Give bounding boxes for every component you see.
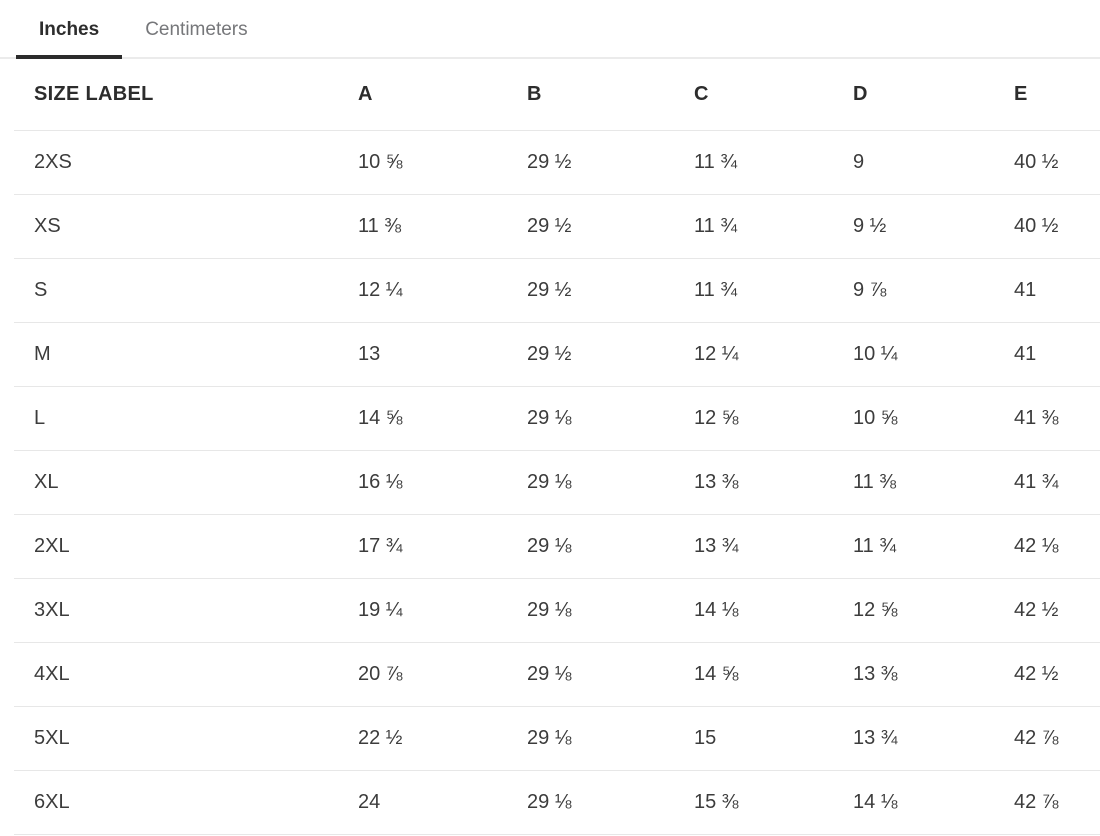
tab-centimeters[interactable]: Centimeters — [145, 18, 248, 40]
measurement-cell: 29 ½ — [527, 258, 694, 323]
measurement-cell: 10 ⅝ — [853, 386, 1014, 451]
table-row: 2XL 17 ¾ 29 ⅛ 13 ¾ 11 ¾ 42 ⅛ — [14, 514, 1100, 579]
measurement-cell: 42 ½ — [1014, 642, 1100, 707]
measurement-cell: 11 ⅜ — [853, 450, 1014, 515]
measurement-cell: 41 ¾ — [1014, 450, 1100, 515]
table-row: S 12 ¼ 29 ½ 11 ¾ 9 ⅞ 41 — [14, 258, 1100, 323]
measurement-cell: 11 ¾ — [694, 194, 853, 259]
measurement-cell: 42 ⅛ — [1014, 514, 1100, 579]
table-row: XS 11 ⅜ 29 ½ 11 ¾ 9 ½ 40 ½ — [14, 194, 1100, 259]
measurement-cell: 41 — [1014, 258, 1100, 323]
measurement-cell: 13 — [358, 322, 527, 387]
size-label-cell: XS — [14, 194, 358, 259]
header-col-e: E — [1014, 59, 1100, 131]
measurement-cell: 14 ⅝ — [358, 386, 527, 451]
table-row: L 14 ⅝ 29 ⅛ 12 ⅝ 10 ⅝ 41 ⅜ — [14, 386, 1100, 451]
measurement-cell: 29 ⅛ — [527, 642, 694, 707]
table-row: 5XL 22 ½ 29 ⅛ 15 13 ¾ 42 ⅞ — [14, 706, 1100, 771]
measurement-cell: 29 ½ — [527, 130, 694, 195]
measurement-cell: 12 ⅝ — [694, 386, 853, 451]
size-label-cell: 6XL — [14, 770, 358, 835]
measurement-cell: 29 ⅛ — [527, 514, 694, 579]
measurement-cell: 17 ¾ — [358, 514, 527, 579]
measurement-cell: 11 ¾ — [694, 130, 853, 195]
measurement-cell: 12 ⅝ — [853, 578, 1014, 643]
header-col-b: B — [527, 59, 694, 131]
size-label-cell: XL — [14, 450, 358, 515]
table-row: 4XL 20 ⅞ 29 ⅛ 14 ⅝ 13 ⅜ 42 ½ — [14, 642, 1100, 707]
size-label-cell: 4XL — [14, 642, 358, 707]
tab-inches[interactable]: Inches — [16, 0, 122, 59]
measurement-cell: 42 ⅞ — [1014, 770, 1100, 835]
measurement-cell: 16 ⅛ — [358, 450, 527, 515]
size-label-cell: M — [14, 322, 358, 387]
measurement-cell: 15 ⅜ — [694, 770, 853, 835]
measurement-cell: 41 ⅜ — [1014, 386, 1100, 451]
measurement-cell: 11 ⅜ — [358, 194, 527, 259]
measurement-cell: 29 ½ — [527, 322, 694, 387]
measurement-cell: 19 ¼ — [358, 578, 527, 643]
size-label-cell: 5XL — [14, 706, 358, 771]
measurement-cell: 14 ⅝ — [694, 642, 853, 707]
measurement-cell: 10 ⅝ — [358, 130, 527, 195]
header-size-label: SIZE LABEL — [14, 59, 358, 131]
measurement-cell: 13 ¾ — [694, 514, 853, 579]
size-label-cell: 2XS — [14, 130, 358, 195]
measurement-cell: 9 ⅞ — [853, 258, 1014, 323]
table-header-row: SIZE LABEL A B C D E — [14, 59, 1100, 131]
measurement-cell: 29 ⅛ — [527, 770, 694, 835]
measurement-cell: 14 ⅛ — [694, 578, 853, 643]
measurement-cell: 24 — [358, 770, 527, 835]
measurement-cell: 29 ⅛ — [527, 578, 694, 643]
measurement-cell: 14 ⅛ — [853, 770, 1014, 835]
table-row: XL 16 ⅛ 29 ⅛ 13 ⅜ 11 ⅜ 41 ¾ — [14, 450, 1100, 515]
measurement-cell: 29 ⅛ — [527, 450, 694, 515]
measurement-cell: 9 ½ — [853, 194, 1014, 259]
measurement-cell: 42 ⅞ — [1014, 706, 1100, 771]
size-label-cell: 2XL — [14, 514, 358, 579]
measurement-cell: 41 — [1014, 322, 1100, 387]
measurement-cell: 40 ½ — [1014, 194, 1100, 259]
table-row: 6XL 24 29 ⅛ 15 ⅜ 14 ⅛ 42 ⅞ — [14, 770, 1100, 835]
size-label-cell: S — [14, 258, 358, 323]
table-row: 3XL 19 ¼ 29 ⅛ 14 ⅛ 12 ⅝ 42 ½ — [14, 578, 1100, 643]
measurement-cell: 42 ½ — [1014, 578, 1100, 643]
size-label-cell: L — [14, 386, 358, 451]
measurement-cell: 29 ½ — [527, 194, 694, 259]
measurement-cell: 12 ¼ — [358, 258, 527, 323]
measurement-cell: 15 — [694, 706, 853, 771]
measurement-cell: 11 ¾ — [853, 514, 1014, 579]
measurement-cell: 20 ⅞ — [358, 642, 527, 707]
measurement-cell: 40 ½ — [1014, 130, 1100, 195]
measurement-cell: 22 ½ — [358, 706, 527, 771]
measurement-cell: 10 ¼ — [853, 322, 1014, 387]
header-col-d: D — [853, 59, 1014, 131]
header-col-c: C — [694, 59, 853, 131]
measurement-cell: 13 ¾ — [853, 706, 1014, 771]
measurement-cell: 9 — [853, 130, 1014, 195]
measurement-cell: 29 ⅛ — [527, 386, 694, 451]
header-col-a: A — [358, 59, 527, 131]
size-label-cell: 3XL — [14, 578, 358, 643]
measurement-cell: 29 ⅛ — [527, 706, 694, 771]
table-row: 2XS 10 ⅝ 29 ½ 11 ¾ 9 40 ½ — [14, 130, 1100, 195]
measurement-cell: 12 ¼ — [694, 322, 853, 387]
measurement-cell: 13 ⅜ — [853, 642, 1014, 707]
measurement-cell: 13 ⅜ — [694, 450, 853, 515]
size-table: SIZE LABEL A B C D E 2XS 10 ⅝ 29 ½ 11 ¾ … — [14, 59, 1100, 835]
table-row: M 13 29 ½ 12 ¼ 10 ¼ 41 — [14, 322, 1100, 387]
unit-tabs: Inches Centimeters — [0, 0, 1100, 59]
measurement-cell: 11 ¾ — [694, 258, 853, 323]
